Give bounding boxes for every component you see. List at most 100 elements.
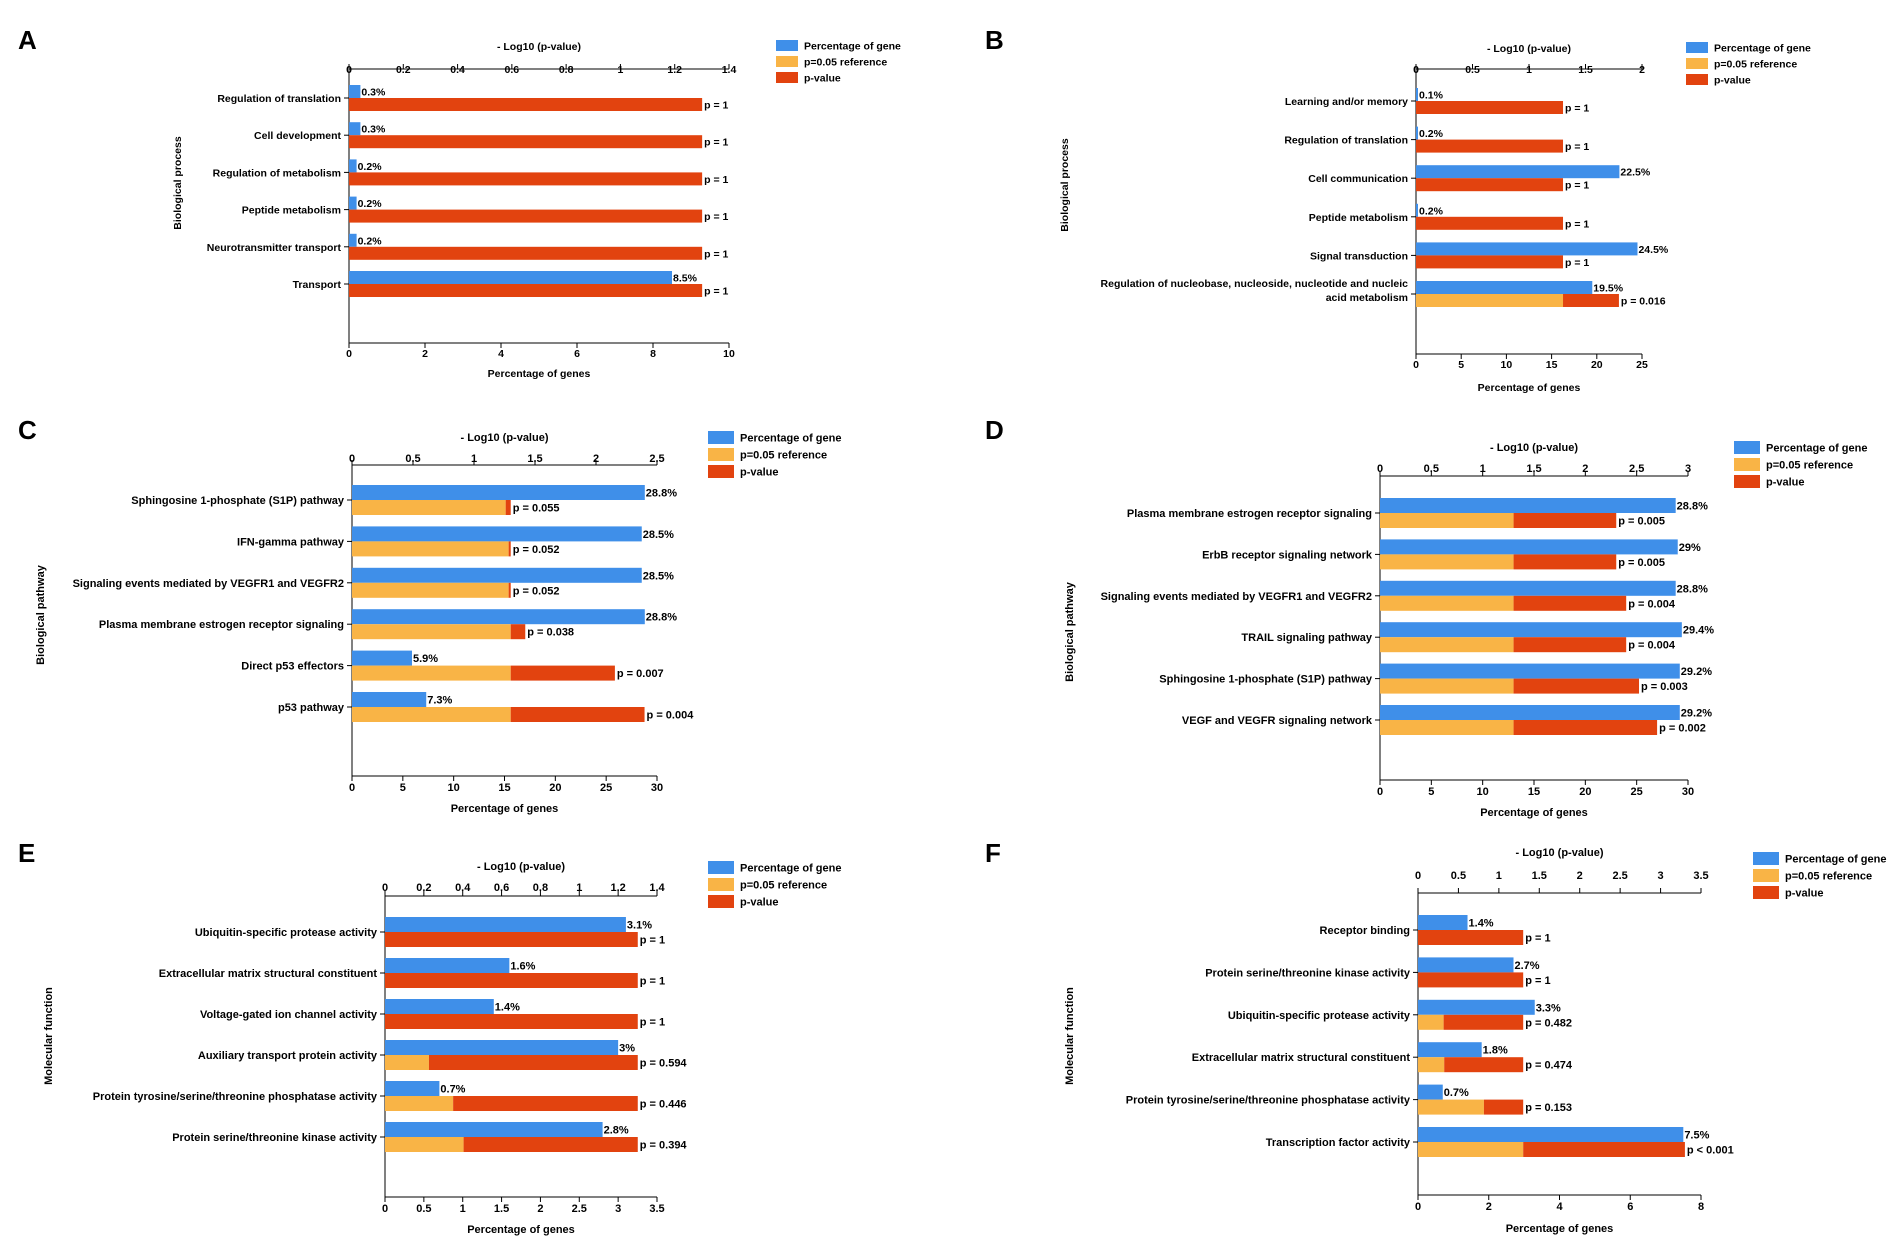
percent-label: 0.2% xyxy=(1419,205,1444,217)
category-label: p53 pathway xyxy=(278,702,345,714)
category-label: ErbB receptor signaling network xyxy=(1202,549,1373,561)
y-axis-title: Biological process xyxy=(1059,138,1071,232)
category-label: Ubiquitin-specific protease activity xyxy=(195,927,378,939)
top-tick-label: 2 xyxy=(1582,463,1588,475)
reference-bar xyxy=(1380,637,1514,653)
top-tick-label: 1 xyxy=(1480,463,1486,475)
pvalue-bar xyxy=(1416,101,1564,114)
percent-bar xyxy=(1418,1084,1443,1100)
reference-bar xyxy=(1380,720,1514,735)
category-label: Regulation of nucleobase, nucleoside, nu… xyxy=(1101,278,1409,290)
legend-label: p=0.05 reference xyxy=(1714,59,1797,71)
percent-label: 3% xyxy=(619,1043,635,1055)
legend-swatch xyxy=(708,861,734,874)
pvalue-bar xyxy=(1418,930,1524,945)
pvalue-label: p = 0.005 xyxy=(1618,516,1665,528)
pvalue-bar xyxy=(1513,637,1627,653)
legend-swatch xyxy=(776,72,798,83)
percent-bar xyxy=(1418,1042,1482,1058)
bottom-tick-label: 1 xyxy=(460,1203,466,1215)
percent-bar xyxy=(1416,165,1620,179)
top-tick-label: 0.2 xyxy=(416,882,431,894)
percent-bar xyxy=(1416,242,1638,256)
legend-swatch xyxy=(1734,475,1760,488)
bottom-tick-label: 0 xyxy=(349,782,355,794)
top-tick-label: 0.6 xyxy=(505,64,520,76)
pvalue-bar xyxy=(1513,513,1617,528)
percent-bar xyxy=(385,1122,603,1137)
pvalue-label: p = 0.038 xyxy=(527,627,574,639)
legend-swatch xyxy=(1686,42,1708,53)
bottom-tick-label: 20 xyxy=(1591,359,1603,371)
percent-bar xyxy=(349,122,361,136)
legend-swatch xyxy=(1734,441,1760,454)
pvalue-bar xyxy=(1523,1142,1685,1157)
top-tick-label: 3 xyxy=(1685,463,1691,475)
top-tick-label: 0 xyxy=(1413,64,1419,76)
percent-label: 28.8% xyxy=(1677,583,1708,595)
legend-swatch xyxy=(708,895,734,908)
top-tick-label: 3.5 xyxy=(1693,870,1708,882)
percent-label: 29.4% xyxy=(1683,625,1714,637)
panel-a: A Percentage of gene p=0.05 reference p-val… xyxy=(18,25,901,380)
pvalue-bar xyxy=(1444,1057,1524,1073)
percent-label: 1.6% xyxy=(510,961,535,973)
pvalue-label: p = 1 xyxy=(640,935,665,947)
pvalue-label: p = 1 xyxy=(640,976,665,988)
top-tick-label: 1 xyxy=(471,453,477,465)
percent-label: 29.2% xyxy=(1681,708,1712,720)
percent-label: 28.5% xyxy=(643,529,674,541)
reference-bar xyxy=(1380,595,1514,611)
percent-bar xyxy=(352,650,412,666)
panel-letter: B xyxy=(985,25,1004,55)
pvalue-label: p < 0.001 xyxy=(1687,1145,1734,1157)
reference-bar xyxy=(1418,1099,1484,1115)
percent-label: 28.8% xyxy=(1677,501,1708,513)
bottom-tick-label: 2.5 xyxy=(572,1203,587,1215)
reference-bar xyxy=(352,624,511,640)
pvalue-bar xyxy=(349,209,703,223)
top-tick-label: 2 xyxy=(1577,870,1583,882)
percent-label: 28.5% xyxy=(643,570,674,582)
reference-bar xyxy=(1418,1142,1524,1157)
category-label: Sphingosine 1-phosphate (S1P) pathway xyxy=(1159,674,1373,686)
panel-letter: A xyxy=(18,25,37,55)
legend-swatch xyxy=(1686,58,1708,69)
pvalue-label: p = 0.052 xyxy=(513,585,560,597)
top-axis-title: - Log10 (p-value) xyxy=(460,432,548,444)
percent-bar xyxy=(349,271,672,284)
pvalue-label: p = 1 xyxy=(1525,933,1550,945)
category-label: Signaling events mediated by VEGFR1 and … xyxy=(73,578,344,590)
top-tick-label: 3 xyxy=(1658,870,1664,882)
percent-bar xyxy=(1380,539,1678,555)
bottom-tick-label: 10 xyxy=(1477,786,1489,798)
percent-label: 0.1% xyxy=(1419,90,1444,102)
legend-label: p=0.05 reference xyxy=(804,57,887,69)
category-label: acid metabolism xyxy=(1326,292,1408,304)
top-tick-label: 1.5 xyxy=(1578,64,1593,76)
percent-bar xyxy=(349,85,361,98)
percent-bar xyxy=(1418,1127,1684,1142)
bottom-tick-label: 5 xyxy=(400,782,406,794)
reference-bar xyxy=(1418,1057,1445,1073)
panel-b: B Percentage of gene p=0.05 reference p-val… xyxy=(985,25,1811,394)
category-label: Regulation of metabolism xyxy=(213,167,341,179)
category-label: Extracellular matrix structural constitu… xyxy=(159,968,378,980)
top-tick-label: 0.4 xyxy=(455,882,471,894)
percent-bar xyxy=(1416,281,1593,294)
bottom-tick-label: 6 xyxy=(574,348,580,360)
bottom-tick-label: 0 xyxy=(382,1203,388,1215)
top-tick-label: 0 xyxy=(346,64,352,76)
bottom-tick-label: 30 xyxy=(1682,786,1694,798)
percent-bar xyxy=(352,526,642,542)
top-tick-label: 1 xyxy=(618,64,624,76)
pvalue-bar xyxy=(1513,678,1640,694)
percent-label: 7.3% xyxy=(427,695,452,707)
top-tick-label: 0.4 xyxy=(450,64,465,76)
pvalue-label: p = 0.055 xyxy=(513,503,560,515)
percent-bar xyxy=(385,917,626,932)
percent-bar xyxy=(352,692,427,707)
pvalue-bar xyxy=(453,1096,638,1111)
pvalue-label: p = 0.003 xyxy=(1641,681,1688,693)
